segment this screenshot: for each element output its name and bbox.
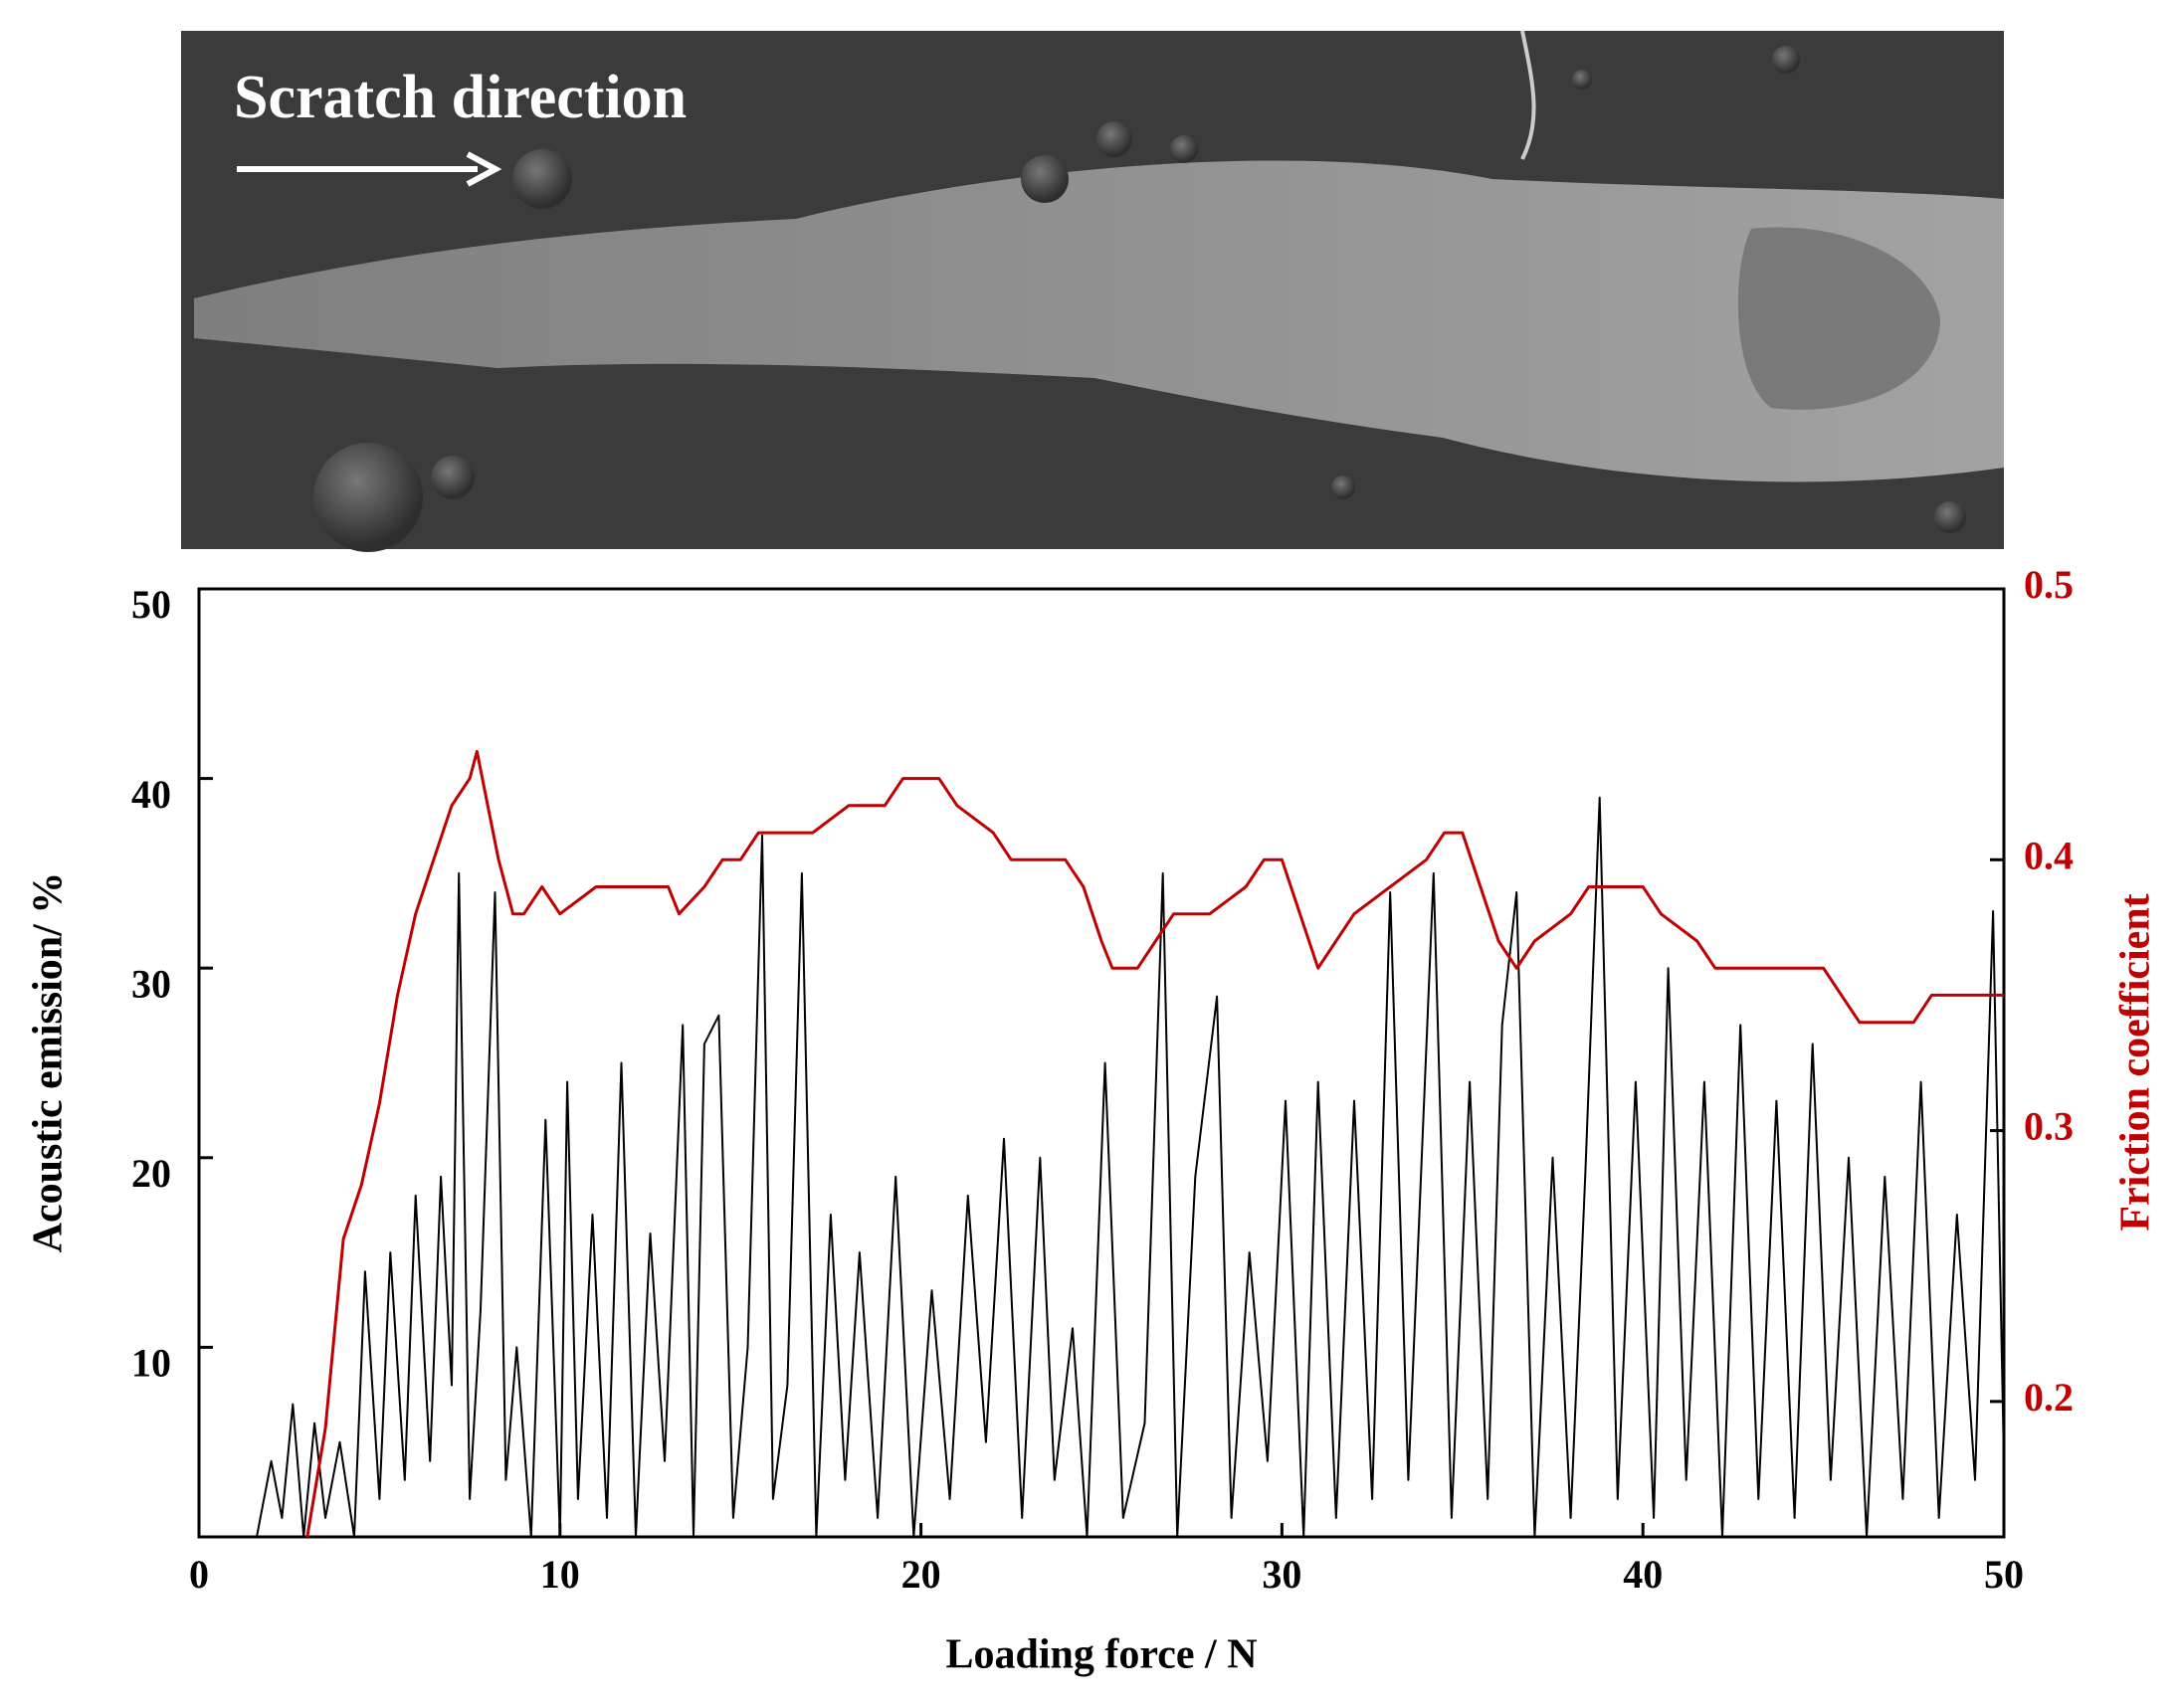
particle: [1331, 475, 1355, 499]
series-line: [305, 749, 2004, 1538]
y2-tick-label: 0.3: [2024, 1104, 2074, 1149]
particle: [512, 149, 572, 209]
direction-arrowhead: [466, 151, 502, 187]
y-tick-label: 50: [131, 582, 171, 627]
scratch-track: [194, 160, 2004, 482]
x-tick-label: 10: [540, 1552, 580, 1597]
y2-axis-label: Friction coefficient: [2113, 893, 2159, 1231]
particle: [1772, 46, 1800, 74]
y-tick-label: 30: [131, 961, 171, 1006]
particle: [431, 456, 475, 499]
crack: [1520, 30, 1536, 160]
plot-frame: [197, 587, 2006, 1539]
y-axis-label: Acoustic emission/ %: [26, 872, 72, 1253]
scratch-end: [1737, 227, 1940, 410]
y-tick-label: 10: [131, 1341, 171, 1386]
x-tick-label: 0: [189, 1552, 209, 1597]
particle: [1170, 135, 1198, 163]
y-tick-label: 40: [131, 772, 171, 817]
image-label: Scratch direction: [234, 64, 687, 131]
y2-tick-label: 0.2: [2024, 1375, 2074, 1420]
x-tick-label: 20: [901, 1552, 941, 1597]
y2-tick-label: 0.5: [2024, 562, 2074, 607]
particle: [313, 443, 423, 552]
y2-tick-label: 0.4: [2024, 833, 2074, 877]
x-tick-label: 30: [1262, 1552, 1301, 1597]
particle: [1572, 70, 1592, 90]
particle: [1934, 501, 1966, 533]
micrograph: Scratch direction: [181, 30, 2004, 552]
x-axis-label: Loading force / N: [945, 1632, 1257, 1678]
x-tick-label: 50: [1984, 1552, 2024, 1597]
y-tick-label: 20: [131, 1151, 171, 1196]
particle: [1021, 155, 1069, 203]
particle: [1096, 121, 1132, 157]
series-line: [256, 796, 2005, 1538]
x-tick-label: 40: [1623, 1552, 1663, 1597]
